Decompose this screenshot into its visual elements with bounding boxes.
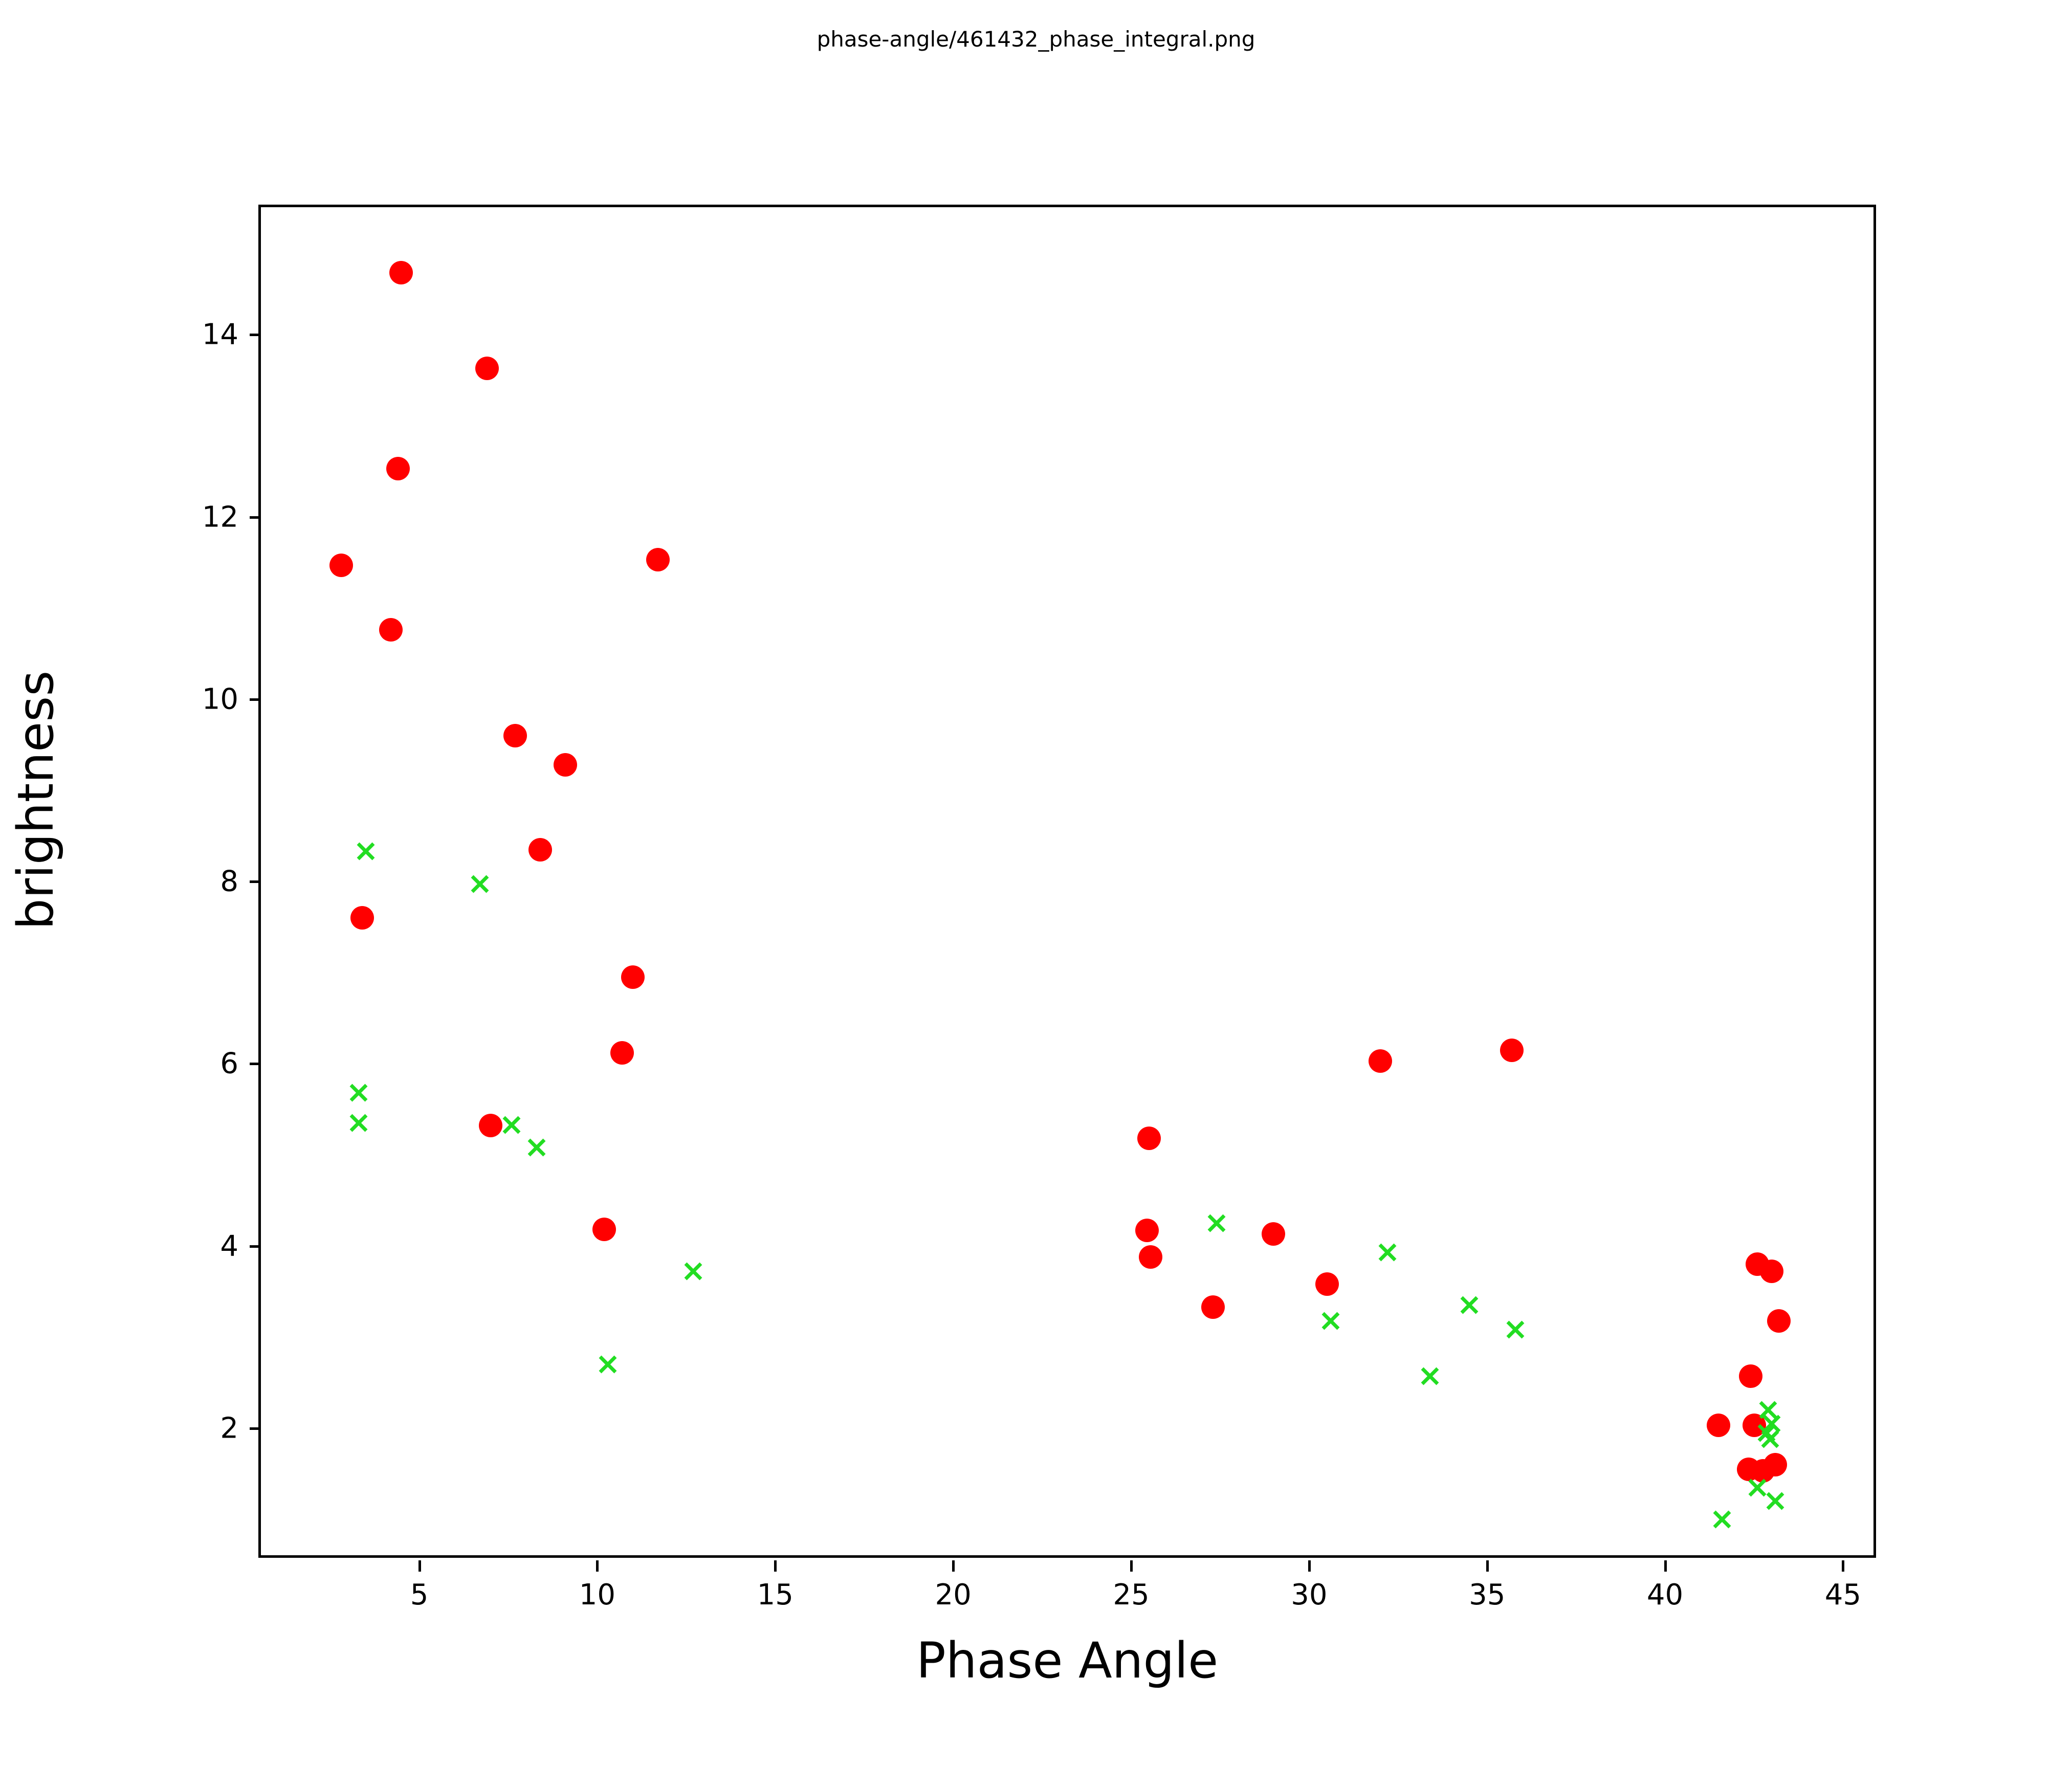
y-tick-label: 2 — [220, 1411, 238, 1445]
x-tick — [774, 1560, 777, 1572]
y-tick — [250, 880, 261, 884]
data-point-cross — [355, 840, 377, 863]
data-point-circle — [475, 357, 499, 381]
data-point-circle — [329, 553, 353, 577]
x-tick-label: 35 — [1469, 1578, 1506, 1612]
figure-title: phase-angle/461432_phase_integral.png — [817, 27, 1255, 52]
plot-frame: 5 10 15 20 25 30 35 40 45 2 4 6 8 10 12 14 — [202, 205, 1876, 1612]
data-point-cross — [1764, 1490, 1787, 1512]
y-tick-label: 14 — [202, 318, 238, 351]
data-point-circle — [1706, 1414, 1730, 1438]
y-tick-label: 8 — [220, 865, 238, 898]
x-tick-label: 10 — [579, 1578, 616, 1612]
data-point-cross — [1759, 1428, 1781, 1450]
data-point-cross — [682, 1260, 704, 1283]
data-point-cross — [1205, 1212, 1228, 1234]
y-tick — [250, 1245, 261, 1248]
y-tick-label: 12 — [202, 500, 238, 534]
x-axis-label: Phase Angle — [916, 1632, 1219, 1689]
y-tick — [250, 516, 261, 519]
data-point-circle — [350, 906, 374, 930]
y-tick — [250, 334, 261, 337]
x-tick — [1308, 1560, 1311, 1572]
data-point-circle — [610, 1041, 634, 1065]
data-point-circle — [1500, 1038, 1524, 1062]
data-point-cross — [1504, 1318, 1527, 1341]
data-point-circle — [1764, 1452, 1788, 1476]
plot-area — [261, 207, 1873, 1555]
data-point-cross — [1419, 1365, 1441, 1387]
x-tick-label: 5 — [410, 1578, 429, 1612]
x-tick — [596, 1560, 599, 1572]
x-tick — [418, 1560, 421, 1572]
y-tick-label: 6 — [220, 1047, 238, 1080]
data-point-circle — [553, 753, 577, 777]
x-tick — [1664, 1560, 1667, 1572]
data-point-cross — [500, 1114, 523, 1136]
y-tick — [250, 1427, 261, 1430]
x-tick-label: 20 — [935, 1578, 972, 1612]
data-point-circle — [1369, 1049, 1392, 1073]
x-tick — [1130, 1560, 1133, 1572]
data-point-cross — [1757, 1399, 1779, 1421]
x-tick-label: 15 — [757, 1578, 793, 1612]
x-tick-label: 25 — [1113, 1578, 1150, 1612]
data-point-circle — [386, 457, 410, 481]
y-tick — [250, 1063, 261, 1066]
data-point-circle — [503, 724, 527, 748]
data-point-cross — [597, 1353, 619, 1376]
data-point-circle — [1201, 1295, 1225, 1319]
data-point-circle — [592, 1218, 616, 1242]
data-point-circle — [379, 618, 403, 642]
x-tick-label: 30 — [1291, 1578, 1328, 1612]
data-point-circle — [1139, 1245, 1163, 1269]
data-point-cross — [347, 1082, 370, 1104]
data-point-cross — [1711, 1508, 1733, 1531]
x-tick — [1486, 1560, 1489, 1572]
data-point-cross — [347, 1112, 370, 1134]
data-point-circle — [1135, 1219, 1159, 1243]
data-point-circle — [646, 548, 670, 572]
x-tick — [1842, 1560, 1845, 1572]
data-point-circle — [1760, 1260, 1784, 1284]
x-tick-label: 45 — [1824, 1578, 1862, 1612]
data-point-circle — [621, 965, 645, 989]
data-point-circle — [1767, 1309, 1791, 1333]
data-point-circle — [1262, 1222, 1286, 1246]
data-point-circle — [528, 837, 553, 862]
y-axis-label: brightness — [7, 670, 64, 930]
data-point-cross — [1760, 1413, 1783, 1435]
data-point-cross — [1746, 1476, 1769, 1499]
data-point-cross — [1319, 1310, 1342, 1332]
y-tick-label: 10 — [202, 682, 238, 716]
y-tick-label: 4 — [220, 1229, 238, 1263]
data-point-cross — [469, 873, 491, 895]
data-point-circle — [1738, 1364, 1762, 1388]
data-point-cross — [1376, 1241, 1399, 1264]
data-point-circle — [478, 1114, 502, 1138]
data-point-circle — [1137, 1127, 1161, 1151]
data-point-cross — [1458, 1294, 1481, 1316]
data-point-cross — [525, 1136, 548, 1159]
data-point-circle — [389, 261, 413, 285]
x-tick — [952, 1560, 955, 1572]
y-tick — [250, 698, 261, 701]
data-point-circle — [1315, 1272, 1339, 1296]
x-tick-label: 40 — [1646, 1578, 1684, 1612]
